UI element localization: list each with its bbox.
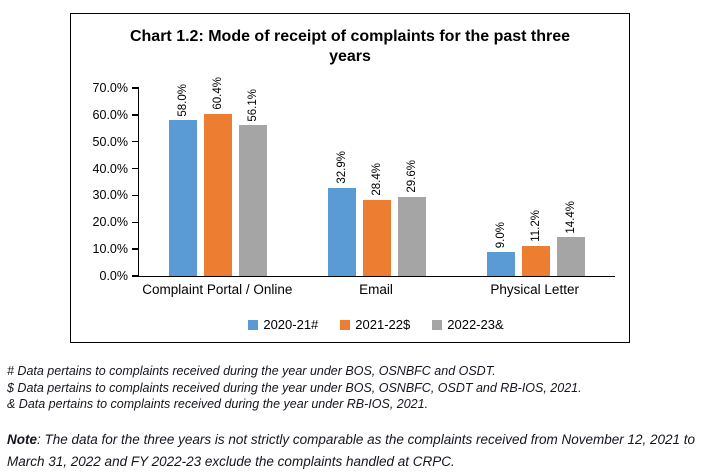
bar-cell: 60.4%	[204, 77, 233, 276]
legend-swatch-icon	[340, 319, 351, 330]
bar-2021-22$	[362, 199, 391, 276]
y-tick-label: 50.0%	[92, 134, 128, 149]
footnote-dollar: $ Data pertains to complaints received d…	[7, 380, 582, 395]
bar-2021-22$	[204, 113, 233, 276]
bar-cell: 29.6%	[397, 88, 426, 276]
y-tick-mark	[132, 248, 139, 250]
bar-2020-21#	[169, 120, 198, 276]
bar-value-label: 28.4%	[370, 163, 383, 196]
y-tick-label: 30.0%	[92, 188, 128, 203]
y-tick-mark	[132, 140, 139, 143]
legend-swatch-icon	[248, 319, 259, 330]
bar-2020-21#	[486, 251, 515, 276]
bar-cell: 56.1%	[239, 88, 268, 276]
bar-value-label: 56.1%	[247, 88, 260, 122]
bar-2020-21#	[327, 187, 356, 276]
x-axis-labels: Complaint Portal / Online Email Physical L…	[138, 282, 614, 297]
y-tick-label: 70.0%	[92, 81, 128, 95]
chart-title: Chart 1.2: Mode of receipt of complaints…	[129, 28, 571, 65]
bar-cell: 11.2%	[521, 88, 550, 276]
footnotes: # Data pertains to complaints received d…	[7, 363, 582, 413]
legend-label: 2020-21#	[263, 317, 319, 332]
bar-cell: 28.4%	[362, 88, 391, 276]
bar-cell: 58.0%	[169, 84, 198, 276]
legend-item: 2022-23&	[432, 317, 504, 332]
bar-group: 32.9% 28.4% 29.6%	[298, 88, 457, 276]
legend-label: 2022-23&	[447, 317, 504, 332]
bar-2022-23&	[556, 237, 585, 276]
legend: 2020-21# 2021-22$ 2022-23&	[138, 317, 614, 332]
bar-value-label: 58.0%	[177, 83, 190, 117]
bar-2022-23&	[239, 125, 268, 276]
y-tick-label: 0.0%	[99, 269, 129, 283]
y-tick-label: 40.0%	[92, 161, 128, 176]
bar-2022-23&	[397, 196, 426, 276]
bar-value-label: 9.0%	[494, 221, 507, 248]
bar-groups: 58.0% 60.4% 56.1% 32.9% 28.4% 29.6% 9.0% 11.2% 1…	[139, 77, 615, 276]
x-category-label: Complaint Portal / Online	[142, 282, 293, 297]
footnote-hash: # Data pertains to complaints received d…	[7, 364, 496, 378]
note-text: : The data for the three years is not st…	[7, 432, 696, 469]
note: Note: The data for the three years is no…	[7, 429, 701, 472]
y-tick-label: 60.0%	[92, 107, 128, 122]
y-tick-mark	[132, 221, 139, 224]
y-tick-mark	[132, 194, 139, 197]
note-label: Note	[7, 432, 37, 447]
bar-value-label: 11.2%	[529, 210, 542, 242]
legend-swatch-icon	[432, 319, 443, 330]
bar-group: 58.0% 60.4% 56.1%	[139, 77, 298, 276]
plot-area: 0.0% 10.0% 20.0% 30.0% 40.0% 50.0% 60.0% 70.0% …	[93, 77, 615, 283]
bar-cell: 14.4%	[556, 88, 585, 276]
bar-2021-22$	[521, 245, 550, 276]
bar-value-label: 60.4%	[212, 77, 225, 110]
y-tick-mark	[132, 275, 139, 277]
y-tick-mark	[132, 167, 139, 170]
legend-item: 2021-22$	[340, 317, 410, 332]
bar-value-label: 32.9%	[335, 151, 348, 184]
bar-cell: 32.9%	[327, 88, 356, 276]
y-tick-label: 10.0%	[92, 242, 128, 257]
y-tick-label: 20.0%	[92, 215, 128, 230]
legend-item: 2020-21#	[248, 317, 318, 332]
chart-box: Chart 1.2: Mode of receipt of complaints…	[70, 13, 630, 343]
y-tick-mark	[132, 87, 139, 89]
x-category-label: Email	[359, 282, 393, 297]
bar-value-label: 14.4%	[564, 200, 577, 234]
bar-cell: 9.0%	[486, 88, 515, 276]
footnote-ampersand: & Data pertains to complaints received d…	[7, 397, 429, 411]
bar-value-label: 29.6%	[405, 159, 418, 193]
legend-label: 2021-22$	[355, 317, 411, 332]
x-category-label: Physical Letter	[490, 282, 579, 297]
y-tick-mark	[132, 114, 139, 116]
bar-group: 9.0% 11.2% 14.4%	[456, 88, 615, 276]
